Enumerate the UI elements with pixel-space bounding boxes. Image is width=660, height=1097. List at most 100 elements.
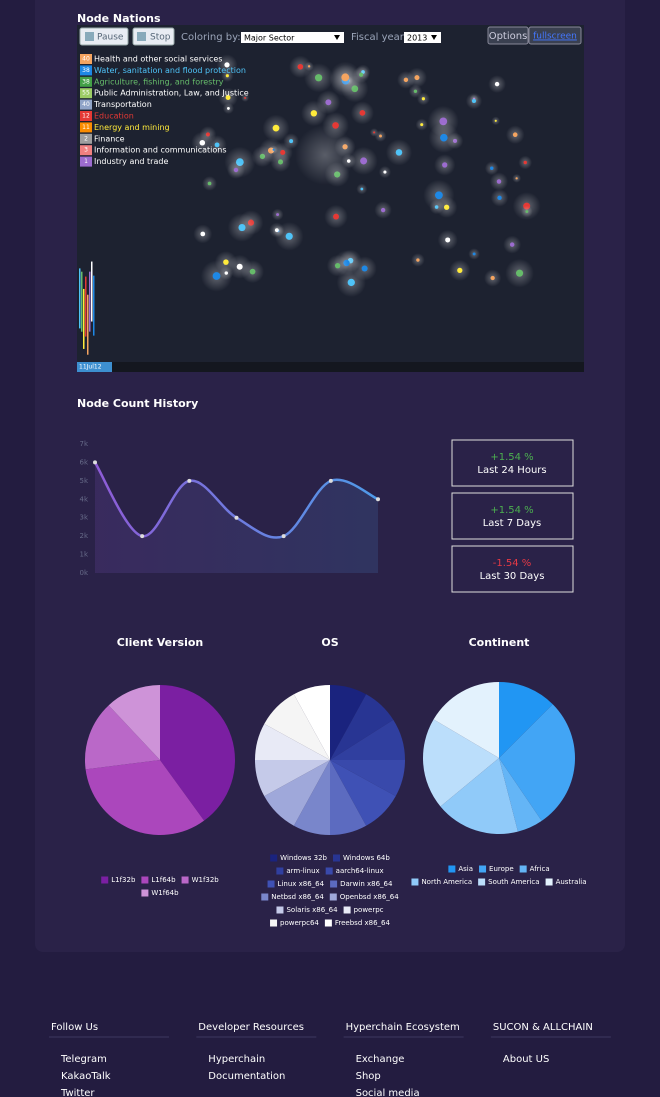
map-light — [280, 149, 286, 155]
map-light — [347, 278, 355, 287]
map-light — [360, 157, 368, 165]
map-light — [515, 177, 518, 180]
legend-label: Industry and trade — [94, 157, 168, 166]
chart-title: OS — [321, 636, 338, 649]
map-light — [285, 232, 293, 240]
map-light — [236, 263, 243, 270]
map-title: Node Nations — [77, 12, 161, 25]
pause-label[interactable]: Pause — [97, 33, 124, 43]
stat-change: +1.54 % — [490, 452, 533, 463]
legend-count: 40 — [82, 56, 90, 63]
pie-slice — [264, 760, 330, 826]
footer-link[interactable]: Documentation — [208, 1071, 285, 1082]
footer-link[interactable]: About US — [503, 1054, 549, 1065]
year-select[interactable] — [404, 32, 441, 43]
footer-link[interactable]: Hyperchain — [208, 1054, 265, 1065]
map-light — [227, 107, 230, 110]
timeline-handle[interactable] — [77, 362, 112, 372]
map-bar — [93, 275, 95, 336]
legend-swatch — [519, 865, 527, 873]
pie-slice — [423, 719, 499, 807]
map-light — [334, 262, 341, 269]
map-light — [276, 213, 280, 217]
footer-heading: Developer Resources — [198, 1022, 304, 1033]
map-light — [457, 267, 463, 274]
pie-slice — [293, 760, 330, 835]
legend-swatch — [267, 880, 275, 888]
select-arrow — [431, 35, 437, 40]
map-bar — [91, 261, 93, 322]
y-tick-label: 1k — [79, 551, 88, 559]
map-bar — [87, 294, 89, 355]
timeline-label: 11Jul12 — [79, 364, 102, 371]
map-bar — [79, 268, 81, 329]
legend-swatch — [270, 919, 278, 927]
y-tick-label: 5k — [79, 477, 88, 485]
map-light — [244, 96, 247, 99]
legend-swatch — [141, 889, 149, 897]
map-bar — [85, 276, 87, 337]
footer-link[interactable]: Telegram — [60, 1054, 107, 1065]
map-light — [200, 231, 206, 237]
legend-swatch — [80, 88, 92, 99]
footer-heading: SUCON & ALLCHAIN — [493, 1022, 593, 1033]
legend-label: Energy and mining — [94, 123, 170, 132]
legend-label: Information and communications — [94, 146, 226, 155]
map-light — [359, 109, 366, 116]
map-light — [497, 195, 502, 201]
map-light — [207, 181, 212, 186]
legend-swatch — [325, 867, 333, 875]
line-point — [328, 478, 333, 483]
map-glow — [295, 125, 355, 185]
map-light — [472, 252, 476, 256]
options-label[interactable]: Options — [489, 31, 528, 42]
pie-slice — [330, 719, 405, 760]
year-value[interactable]: 2013 — [407, 34, 427, 43]
stat-period: Last 30 Days — [480, 571, 545, 582]
map-light — [490, 166, 494, 170]
footer-heading: Follow Us — [51, 1022, 98, 1033]
pie-slice — [330, 685, 367, 760]
stat-box — [451, 545, 574, 593]
legend-swatch — [80, 99, 92, 110]
map-light — [199, 139, 206, 146]
footer-link[interactable]: Exchange — [356, 1054, 405, 1065]
legend-swatch — [80, 76, 92, 87]
map-light — [525, 210, 529, 213]
legend-swatch — [80, 133, 92, 144]
coloring-select[interactable] — [241, 32, 344, 43]
options-button[interactable] — [487, 26, 529, 45]
map-light — [494, 119, 497, 122]
fullscreen-label[interactable]: fullscreen — [533, 32, 577, 42]
line-point — [281, 534, 286, 539]
pie-slice — [85, 760, 205, 835]
fullscreen-button[interactable] — [528, 26, 582, 45]
pie-slice — [293, 685, 330, 760]
stop-label[interactable]: Stop — [150, 33, 171, 43]
pie-charts: Client Version L1f32b L1f64b W1f32b W1f64b OS… — [85, 636, 587, 927]
map-light — [225, 95, 231, 100]
map-light — [272, 148, 275, 151]
legend-label: powerpc — [354, 906, 384, 914]
stat-box — [451, 439, 574, 487]
footer-link[interactable]: KakaoTalk — [61, 1071, 111, 1082]
legend-swatch — [448, 865, 456, 873]
map-light — [440, 133, 448, 142]
coloring-value[interactable]: Major Sector — [244, 34, 295, 43]
footer-link[interactable]: Shop — [356, 1071, 381, 1082]
footer-link[interactable]: Social media — [356, 1088, 420, 1097]
map-light — [307, 65, 311, 68]
map-light — [341, 73, 350, 82]
legend-swatch — [343, 906, 351, 914]
map-light — [512, 132, 518, 138]
map-light — [414, 75, 420, 81]
stat-period: Last 24 Hours — [477, 465, 546, 476]
y-tick-label: 4k — [79, 495, 88, 503]
chart-title: Client Version — [117, 636, 204, 649]
legend-label: Europe — [489, 865, 514, 873]
legend-label: North America — [421, 878, 472, 886]
history-chart: Node Count History 0k 1k 2k 3k 4k 5k 6k 7k — [77, 397, 380, 577]
map-bar — [81, 271, 83, 332]
line-point — [93, 460, 97, 465]
footer-link[interactable]: Twitter — [60, 1088, 95, 1097]
